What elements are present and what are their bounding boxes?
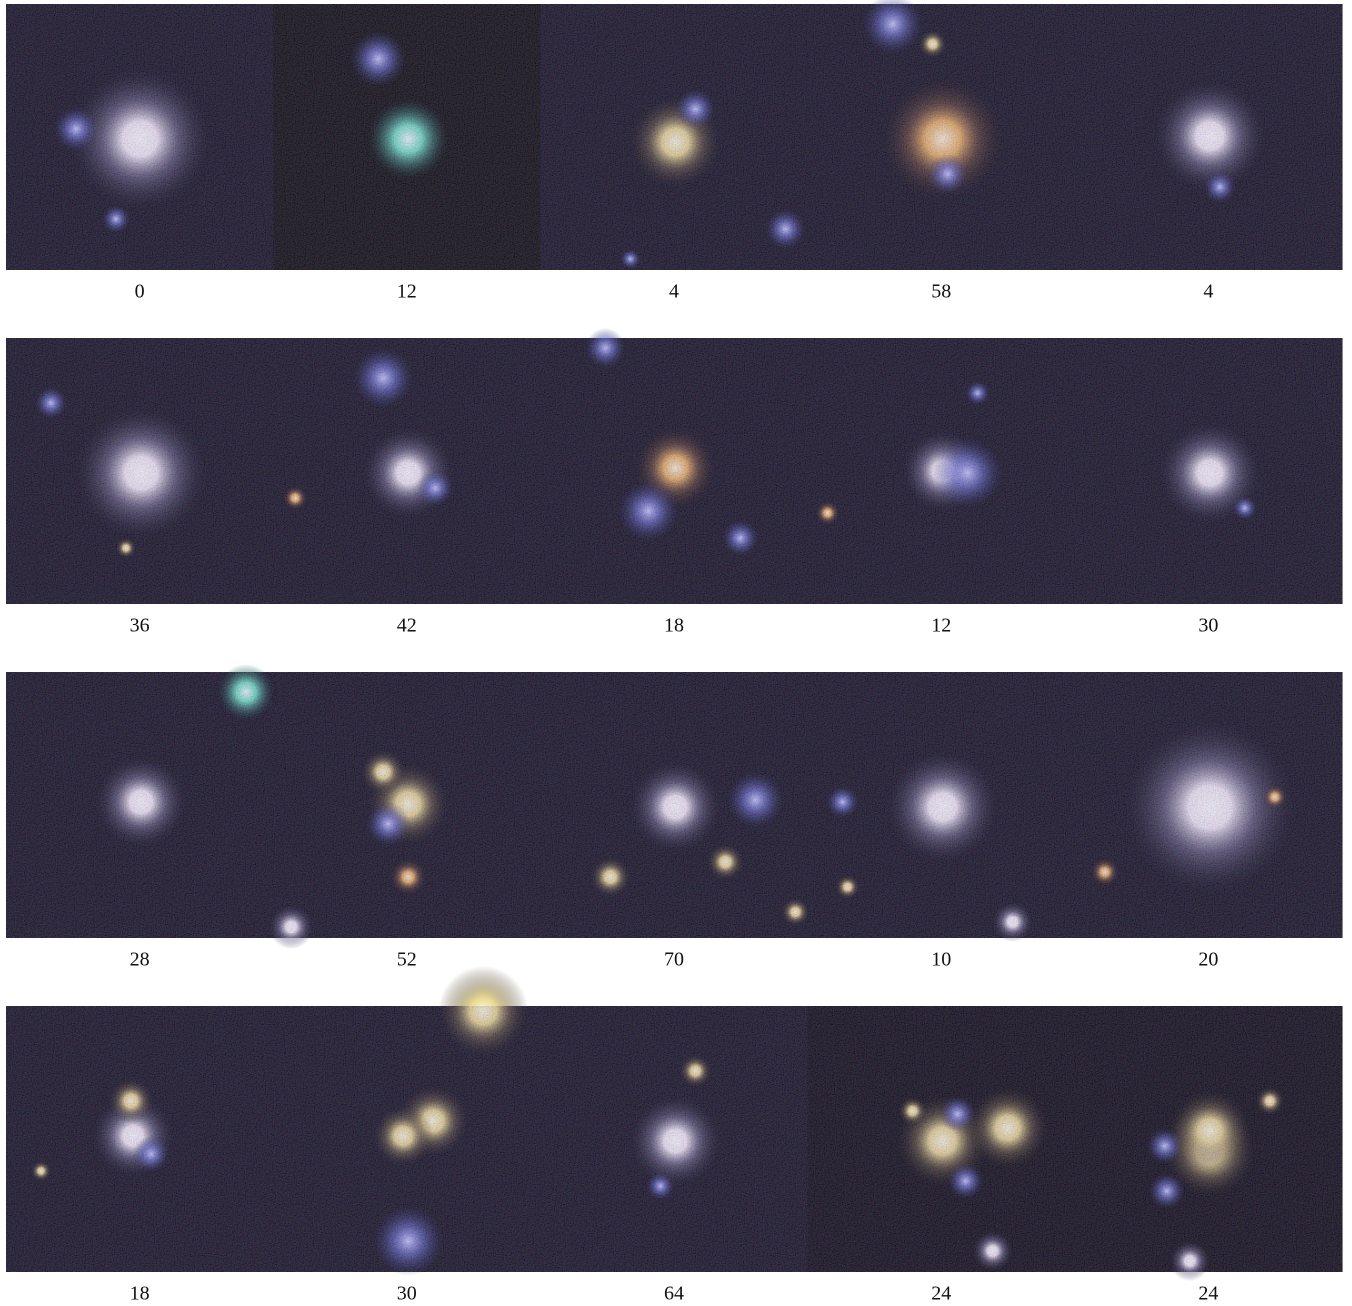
image-label: 30 [397, 1283, 417, 1305]
image-label: 18 [130, 1283, 150, 1305]
image-label: 4 [669, 281, 679, 303]
image-label: 12 [397, 281, 417, 303]
image-row [6, 664, 1343, 949]
image-label: 12 [931, 615, 951, 637]
image-label: 70 [664, 949, 684, 971]
image-label: 4 [1203, 281, 1213, 303]
image-label: 24 [1198, 1283, 1218, 1305]
image-label: 52 [397, 949, 417, 971]
image-label: 30 [1198, 615, 1218, 637]
image-label: 42 [397, 615, 417, 637]
image-label: 36 [130, 615, 150, 637]
image-label: 20 [1198, 949, 1218, 971]
image-label: 18 [664, 615, 684, 637]
image-noise [6, 1006, 1342, 1272]
image-label: 58 [931, 281, 951, 303]
image-noise [6, 4, 1342, 270]
image-label: 64 [664, 1283, 684, 1305]
image-noise [6, 672, 1342, 938]
image-row [6, 328, 1343, 604]
image-label: 28 [130, 949, 150, 971]
image-row [6, 966, 1343, 1281]
image-label: 24 [931, 1283, 951, 1305]
image-noise [6, 338, 1342, 604]
image-row [6, 0, 1343, 270]
image-label: 0 [135, 281, 145, 303]
image-label: 10 [931, 949, 951, 971]
